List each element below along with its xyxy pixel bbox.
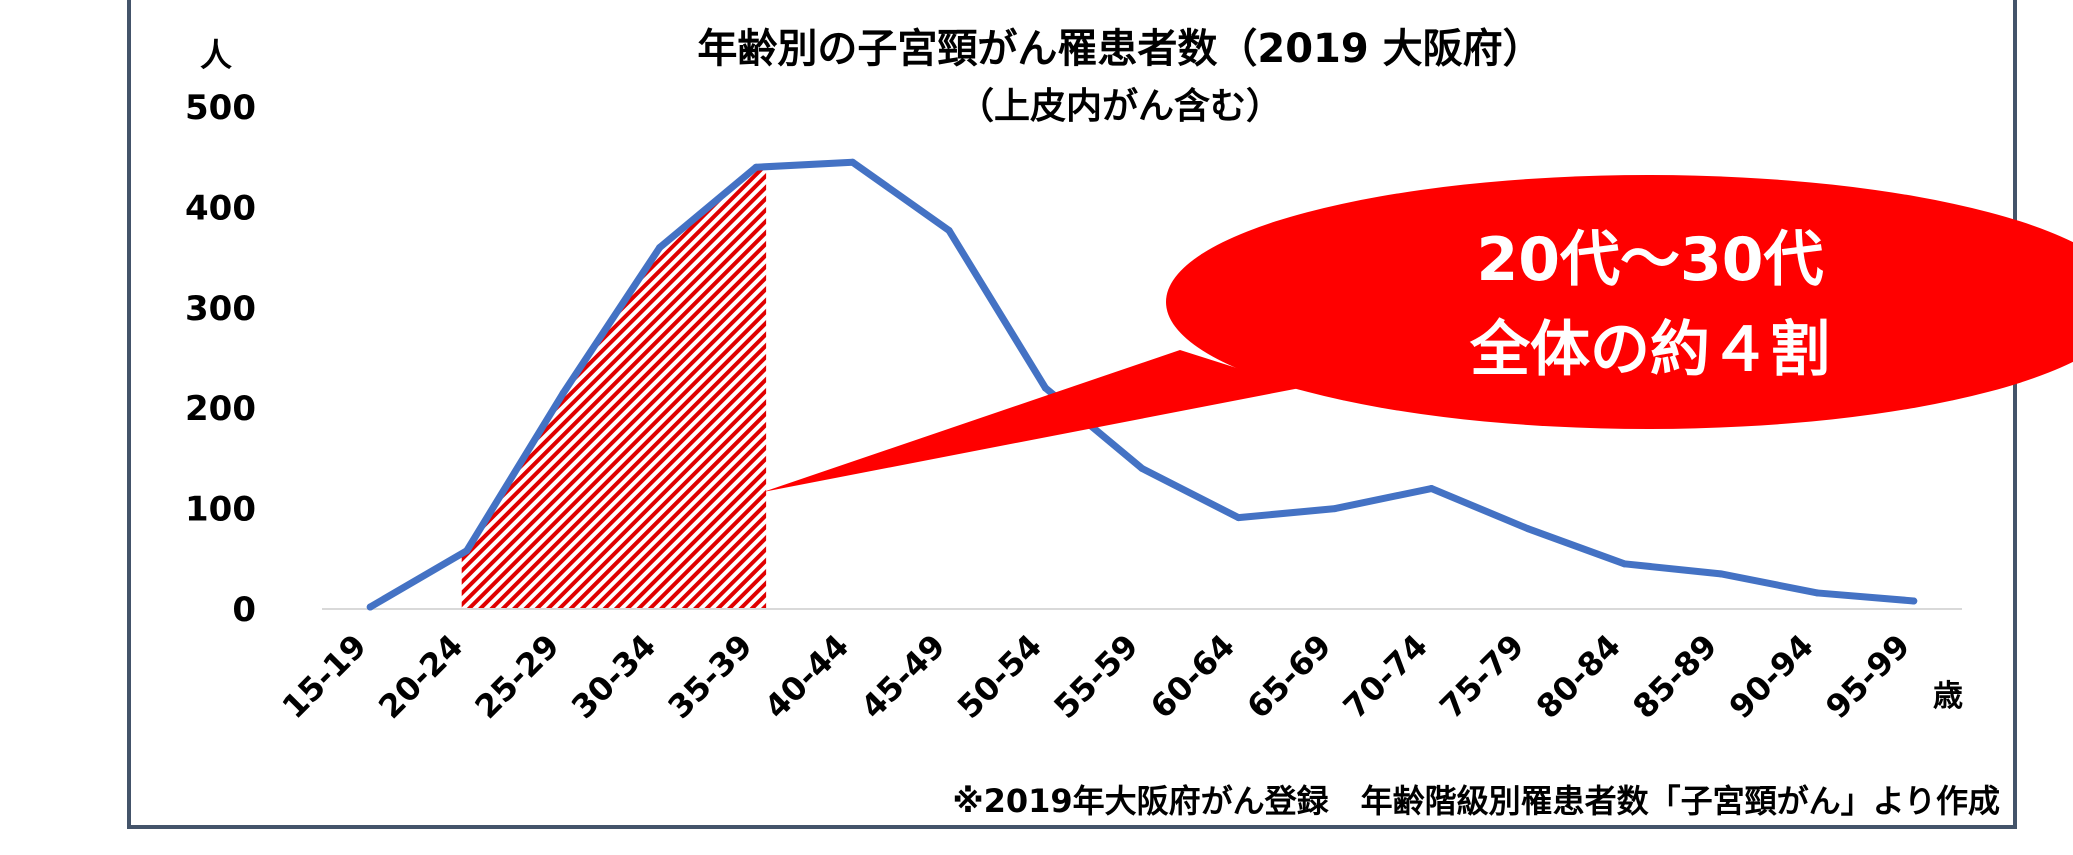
callout: 20代～30代 全体の約４割 [763, 175, 2073, 492]
data-points [366, 158, 1918, 611]
y-axis-label: 人 [200, 36, 232, 74]
chart-title: 年齢別の子宮頸がん罹患者数（2019 大阪府） [697, 26, 1542, 72]
x-tick-label: 15-19 [275, 627, 374, 726]
chart-subtitle: （上皮内がん含む） [958, 86, 1282, 127]
data-point [849, 158, 857, 166]
data-point [656, 244, 664, 252]
data-point [463, 547, 471, 555]
x-tick-label: 50-54 [950, 627, 1049, 726]
x-tick-label: 65-69 [1239, 627, 1338, 726]
data-point [1234, 514, 1242, 522]
y-tick-label: 400 [185, 188, 256, 228]
y-tick-labels: 0 100 200 300 400 500 [185, 88, 256, 630]
callout-pointer [763, 350, 1300, 492]
x-tick-label: 90-94 [1722, 627, 1821, 726]
x-tick-label: 70-74 [1336, 627, 1435, 726]
data-point [1427, 485, 1435, 493]
data-point [1331, 505, 1339, 513]
y-tick-label: 200 [185, 389, 256, 429]
y-tick-label: 100 [185, 490, 256, 530]
data-point [1910, 597, 1918, 605]
data-point [1620, 560, 1628, 568]
highlight-hatched-area [461, 167, 767, 610]
x-axis-label: 歳 [1933, 679, 1963, 714]
data-point [559, 389, 567, 397]
y-tick-label: 0 [232, 590, 256, 630]
x-tick-label: 30-34 [564, 627, 663, 726]
x-tick-label: 80-84 [1529, 627, 1628, 726]
callout-line2: 全体の約４割 [1469, 315, 1830, 385]
x-tick-label: 95-99 [1818, 627, 1917, 726]
x-tick-label: 40-44 [757, 627, 856, 726]
x-tick-label: 45-49 [853, 627, 952, 726]
data-point [366, 603, 374, 611]
data-point [1717, 570, 1725, 578]
y-tick-label: 300 [185, 289, 256, 329]
y-tick-label: 500 [185, 88, 256, 128]
x-tick-label: 20-24 [371, 627, 470, 726]
x-tick-label: 60-64 [1143, 627, 1242, 726]
data-point [945, 226, 953, 234]
x-tick-label: 35-39 [661, 627, 760, 726]
callout-bubble [1166, 175, 2073, 429]
data-point [1813, 589, 1821, 597]
data-point [1042, 384, 1050, 392]
data-point [1138, 464, 1146, 472]
x-tick-label: 55-59 [1046, 627, 1145, 726]
data-point [1524, 525, 1532, 533]
x-tick-label: 25-29 [468, 627, 567, 726]
x-tick-label: 75-79 [1432, 627, 1531, 726]
callout-line1: 20代～30代 [1477, 225, 1824, 295]
source-note: ※2019年大阪府がん登録 年齢階級別罹患者数「子宮頸がん」より作成 [952, 782, 2000, 820]
x-tick-label: 85-89 [1625, 627, 1724, 726]
data-point [752, 163, 760, 171]
x-tick-labels: 15-1920-2425-2930-3435-3940-4445-4950-54… [275, 627, 1918, 726]
